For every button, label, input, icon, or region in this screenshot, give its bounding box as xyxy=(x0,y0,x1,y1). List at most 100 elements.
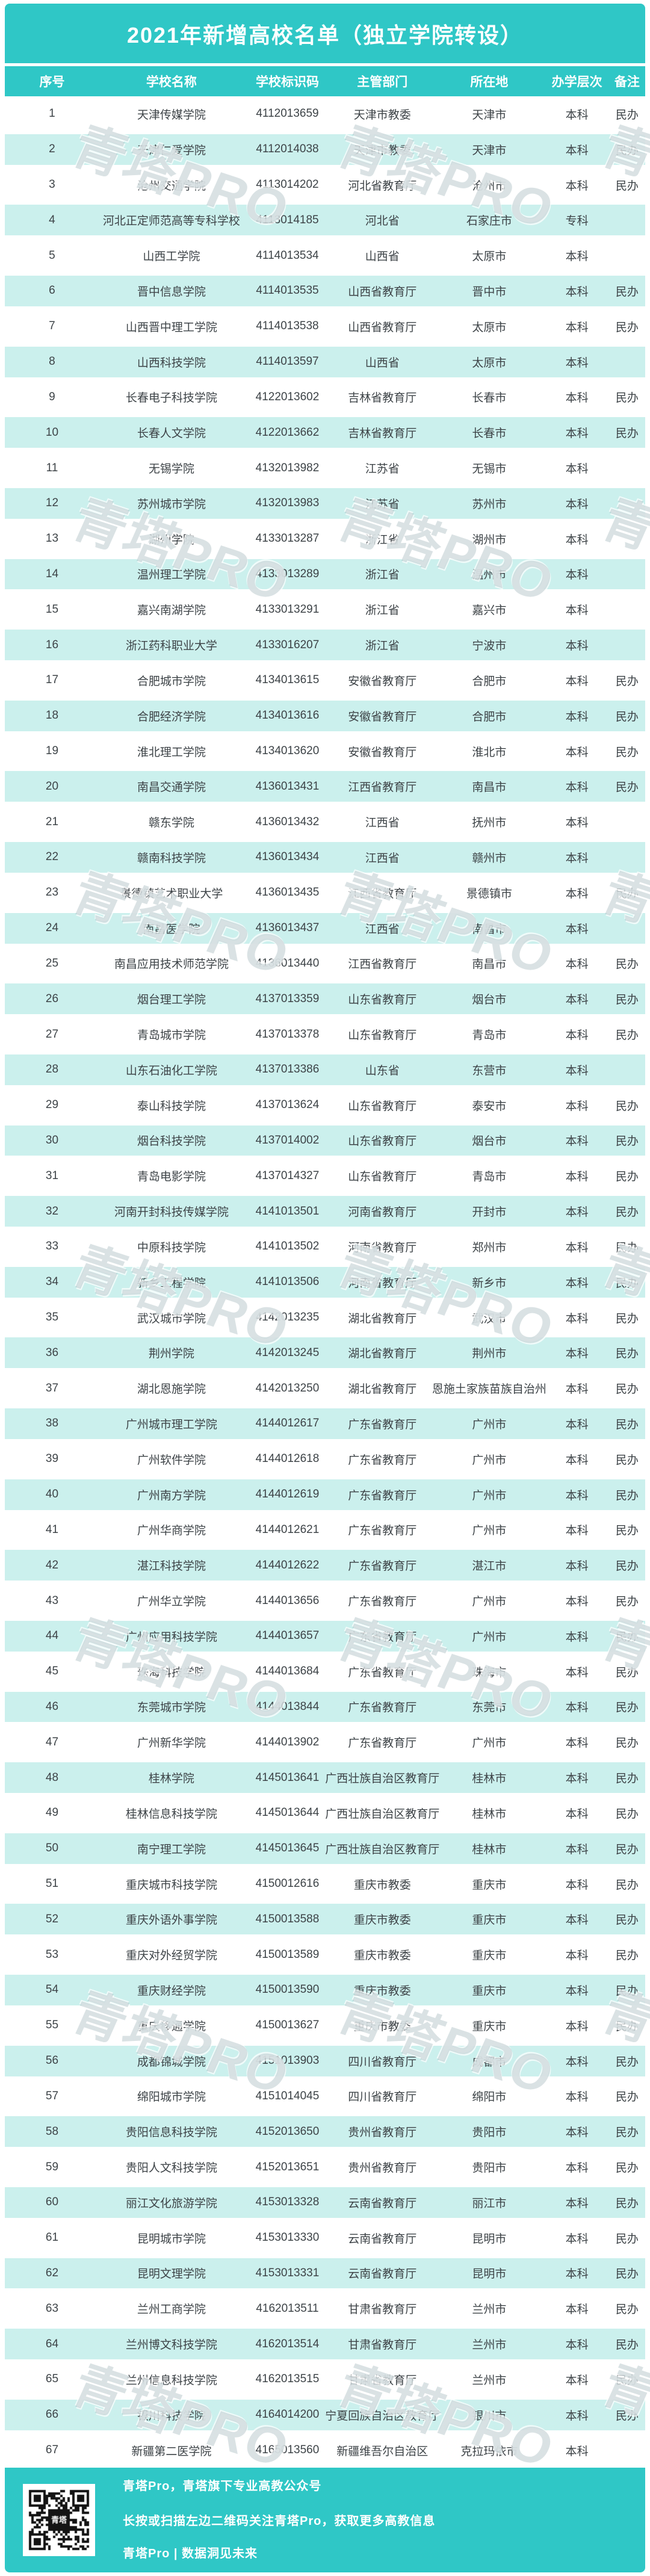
cell-location: 广州市 xyxy=(472,1489,507,1502)
cell-school-code: 4132013983 xyxy=(255,497,320,510)
cell-school-name: 山东石油化工学院 xyxy=(125,1064,217,1077)
cell-school-name: 广州城市理工学院 xyxy=(125,1418,217,1431)
cell-note: 民办 xyxy=(615,1949,639,1963)
cell-department: 山东省教育厅 xyxy=(348,1171,417,1184)
cell-index: 21 xyxy=(45,815,59,828)
cell-index: 54 xyxy=(45,1983,59,1996)
cell-school-name: 珠海科技学院 xyxy=(137,1666,206,1679)
table-row: 2 天津仁爱学院 4112014038 天津市教委 天津市 本科 民办 xyxy=(5,131,645,167)
cell-department: 山西省 xyxy=(365,250,400,264)
cell-school-name: 长春人文学院 xyxy=(137,427,206,441)
footer-text-line2: 长按或扫描左边二维码关注青塔Pro，获取更多高教信息 xyxy=(123,2515,436,2528)
cell-location: 南昌市 xyxy=(472,923,507,936)
cell-index: 48 xyxy=(45,1771,59,1784)
cell-school-name: 河南开封科技传媒学院 xyxy=(114,1206,229,1219)
cell-department: 天津市教委 xyxy=(353,108,411,122)
cell-school-code: 4114013534 xyxy=(256,249,319,262)
cell-school-code: 4134013620 xyxy=(255,745,320,758)
cell-index: 46 xyxy=(45,1700,59,1713)
cell-note: 民办 xyxy=(615,179,639,193)
cell-department: 湖北省教育厅 xyxy=(348,1383,417,1396)
cell-school-code: 4136013434 xyxy=(255,850,320,864)
cell-school-code: 4151013903 xyxy=(255,2054,320,2067)
cell-note: 民办 xyxy=(615,2339,639,2352)
cell-department: 吉林省教育厅 xyxy=(348,427,417,441)
cell-school-code: 4137014002 xyxy=(255,1133,320,1147)
cell-level: 本科 xyxy=(565,1348,589,1361)
cell-school-code: 4145013641 xyxy=(255,1771,320,1784)
cell-index: 16 xyxy=(45,638,59,651)
table-row: 36 荆州学院 4142013245 湖北省教育厅 荆州市 本科 民办 xyxy=(5,1335,645,1371)
cell-department: 河南省教育厅 xyxy=(348,1206,417,1219)
cell-school-code: 4137014327 xyxy=(255,1169,320,1182)
table-row: 56 成都锦城学院 4151013903 四川省教育厅 成都市 本科 民办 xyxy=(5,2043,645,2079)
cell-department: 河北省教育厅 xyxy=(348,179,417,193)
cell-level: 本科 xyxy=(565,2055,589,2069)
cell-location: 新乡市 xyxy=(472,1277,507,1290)
cell-level: 本科 xyxy=(565,1064,589,1077)
cell-note: 民办 xyxy=(615,108,639,122)
table-row: 44 广州应用科技学院 4144013657 广东省教育厅 广州市 本科 民办 xyxy=(5,1618,645,1654)
table-row: 14 温州理工学院 4133013289 浙江省 温州市 本科 xyxy=(5,556,645,592)
cell-index: 26 xyxy=(45,992,59,1005)
table-row: 55 重庆移通学院 4150013627 重庆市教委 重庆市 本科 民办 xyxy=(5,2008,645,2043)
cell-school-name: 广州软件学院 xyxy=(137,1454,206,1467)
cell-note: 民办 xyxy=(615,427,639,441)
table-row: 49 桂林信息科技学院 4145013644 广西壮族自治区教育厅 桂林市 本科… xyxy=(5,1795,645,1831)
table-row: 60 丽江文化旅游学院 4153013328 云南省教育厅 丽江市 本科 民办 xyxy=(5,2184,645,2220)
cell-index: 33 xyxy=(45,1240,59,1253)
cell-index: 25 xyxy=(45,956,59,970)
cell-department: 山东省教育厅 xyxy=(348,1100,417,1113)
cell-department: 云南省教育厅 xyxy=(348,2197,417,2210)
cell-school-name: 合肥经济学院 xyxy=(137,710,206,723)
cell-note: 民办 xyxy=(615,887,639,900)
cell-department: 江西省 xyxy=(365,852,400,865)
cell-level: 本科 xyxy=(565,2374,589,2387)
cell-level: 本科 xyxy=(565,498,589,511)
cell-location: 青岛市 xyxy=(472,1171,507,1184)
cell-school-code: 4137013386 xyxy=(255,1063,320,1076)
cell-location: 广州市 xyxy=(472,1454,507,1467)
cell-level: 本科 xyxy=(565,604,589,618)
table-row: 39 广州软件学院 4144012618 广东省教育厅 广州市 本科 民办 xyxy=(5,1441,645,1477)
cell-department: 山东省教育厅 xyxy=(348,1029,417,1042)
table-row: 58 贵阳信息科技学院 4152013650 贵州省教育厅 贵阳市 本科 民办 xyxy=(5,2114,645,2150)
cell-department: 江西省教育厅 xyxy=(348,781,417,794)
cell-index: 39 xyxy=(45,1452,59,1466)
table-row: 53 重庆对外经贸学院 4150013589 重庆市教委 重庆市 本科 民办 xyxy=(5,1937,645,1972)
cell-note: 民办 xyxy=(615,1348,639,1361)
cell-department: 广东省教育厅 xyxy=(348,1630,417,1644)
cell-department: 湖北省教育厅 xyxy=(348,1312,417,1325)
cell-note xyxy=(609,627,645,663)
cell-level: 本科 xyxy=(565,710,589,723)
table-row: 38 广州城市理工学院 4144012617 广东省教育厅 广州市 本科 民办 xyxy=(5,1406,645,1441)
cell-school-code: 4132013982 xyxy=(255,461,320,474)
column-header-school-code: 学校标识码 xyxy=(255,75,319,89)
cell-location: 湖州市 xyxy=(472,533,507,546)
table-row: 12 苏州城市学院 4132013983 江苏省 苏州市 本科 xyxy=(5,485,645,521)
cell-index: 17 xyxy=(45,673,59,687)
cell-department: 浙江省 xyxy=(365,569,400,582)
cell-level: 本科 xyxy=(565,1630,589,1644)
cell-note xyxy=(609,344,645,380)
cell-school-code: 4144012617 xyxy=(255,1417,320,1430)
cell-note: 民办 xyxy=(615,2020,639,2033)
table-row: 31 青岛电影学院 4137014327 山东省教育厅 青岛市 本科 民办 xyxy=(5,1158,645,1194)
cell-department: 江苏省 xyxy=(365,463,400,476)
cell-level: 本科 xyxy=(565,1171,589,1184)
cell-location: 重庆市 xyxy=(472,1984,507,1998)
cell-level: 本科 xyxy=(565,1383,589,1396)
cell-school-code: 4136013431 xyxy=(255,779,320,793)
cell-index: 1 xyxy=(49,107,55,120)
cell-school-code: 4137013359 xyxy=(255,992,320,1005)
cell-note: 民办 xyxy=(615,2232,639,2246)
cell-school-name: 兰州信息科技学院 xyxy=(125,2374,217,2387)
cell-index: 13 xyxy=(45,532,59,545)
cell-level: 本科 xyxy=(565,321,589,334)
cell-school-name: 河北正定师范高等专科学校 xyxy=(102,215,240,228)
cell-note xyxy=(609,2433,645,2468)
cell-school-name: 桂林信息科技学院 xyxy=(125,1807,217,1821)
table-row: 32 河南开封科技传媒学院 4141013501 河南省教育厅 开封市 本科 民… xyxy=(5,1194,645,1229)
cell-location: 抚州市 xyxy=(472,817,507,830)
cell-note: 民办 xyxy=(615,994,639,1007)
